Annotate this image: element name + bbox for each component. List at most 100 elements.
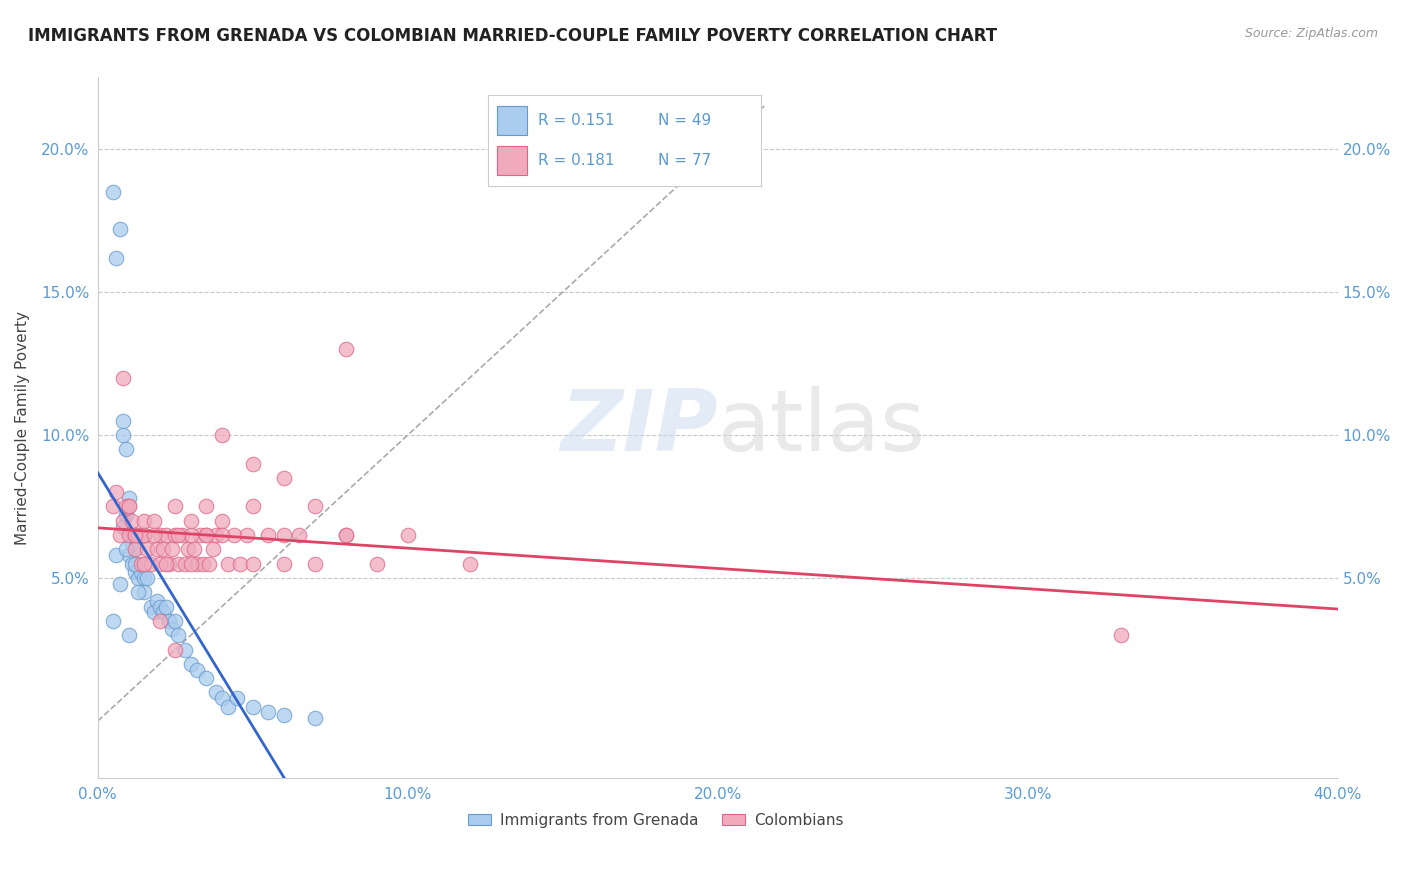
Point <box>224 528 246 542</box>
Point <box>211 528 233 542</box>
Point <box>111 514 134 528</box>
Point <box>111 414 134 428</box>
Point <box>180 514 202 528</box>
Point <box>183 542 205 557</box>
Point <box>134 571 156 585</box>
Point <box>195 528 218 542</box>
Point <box>134 528 156 542</box>
Point <box>114 508 136 522</box>
Point <box>193 557 215 571</box>
Point <box>149 614 172 628</box>
Point <box>165 500 187 514</box>
Point <box>217 557 239 571</box>
Point <box>129 566 152 580</box>
Point <box>118 528 141 542</box>
Point <box>201 542 224 557</box>
Point <box>105 251 128 265</box>
Point <box>124 528 146 542</box>
Point <box>235 528 257 542</box>
Point <box>152 605 174 619</box>
Point <box>111 519 134 533</box>
Point <box>155 557 177 571</box>
Legend: Immigrants from Grenada, Colombians: Immigrants from Grenada, Colombians <box>463 806 849 834</box>
Point <box>165 614 187 628</box>
Point <box>242 500 264 514</box>
Point <box>108 576 131 591</box>
Point <box>195 500 218 514</box>
Point <box>134 557 156 571</box>
Point <box>177 542 200 557</box>
Point <box>121 537 143 551</box>
Point <box>111 428 134 442</box>
Point <box>139 599 162 614</box>
Point <box>211 514 233 528</box>
Point <box>304 711 326 725</box>
Point <box>149 528 172 542</box>
Point <box>105 485 128 500</box>
Point <box>118 628 141 642</box>
Point <box>121 528 143 542</box>
Point <box>195 671 218 685</box>
Point <box>142 528 165 542</box>
Point <box>155 528 177 542</box>
Point <box>167 528 190 542</box>
Point <box>165 528 187 542</box>
Point <box>167 557 190 571</box>
Point <box>242 557 264 571</box>
Point <box>335 528 357 542</box>
Point <box>204 685 226 699</box>
Point <box>1109 628 1132 642</box>
Point <box>136 571 159 585</box>
Point <box>121 557 143 571</box>
Point <box>198 557 221 571</box>
Point <box>242 457 264 471</box>
Point <box>273 708 295 723</box>
Point <box>335 342 357 356</box>
Point <box>121 514 143 528</box>
Text: ZIP: ZIP <box>560 386 718 469</box>
Point <box>155 599 177 614</box>
Point <box>273 471 295 485</box>
Text: Source: ZipAtlas.com: Source: ZipAtlas.com <box>1244 27 1378 40</box>
Point <box>103 500 125 514</box>
Point <box>149 557 172 571</box>
Point <box>124 542 146 557</box>
Point <box>108 222 131 236</box>
Point <box>180 657 202 671</box>
Point <box>226 691 249 706</box>
Point <box>105 548 128 562</box>
Point <box>103 185 125 199</box>
Point <box>124 557 146 571</box>
Point <box>157 614 180 628</box>
Text: atlas: atlas <box>718 386 925 469</box>
Point <box>180 528 202 542</box>
Point <box>160 542 183 557</box>
Point <box>195 528 218 542</box>
Point <box>139 557 162 571</box>
Point <box>173 557 195 571</box>
Point <box>142 514 165 528</box>
Point <box>142 605 165 619</box>
Point <box>211 428 233 442</box>
Point <box>124 542 146 557</box>
Point <box>211 691 233 706</box>
Point <box>173 642 195 657</box>
Point <box>127 585 149 599</box>
Point <box>134 585 156 599</box>
Point <box>366 557 388 571</box>
Point <box>165 642 187 657</box>
Point <box>273 528 295 542</box>
Point <box>108 528 131 542</box>
Point <box>229 557 252 571</box>
Point <box>170 528 193 542</box>
Point <box>127 571 149 585</box>
Point <box>188 528 211 542</box>
Point <box>304 500 326 514</box>
Point <box>335 528 357 542</box>
Point <box>111 371 134 385</box>
Point <box>152 542 174 557</box>
Point <box>288 528 311 542</box>
Point <box>136 542 159 557</box>
Point <box>118 491 141 505</box>
Point <box>149 599 172 614</box>
